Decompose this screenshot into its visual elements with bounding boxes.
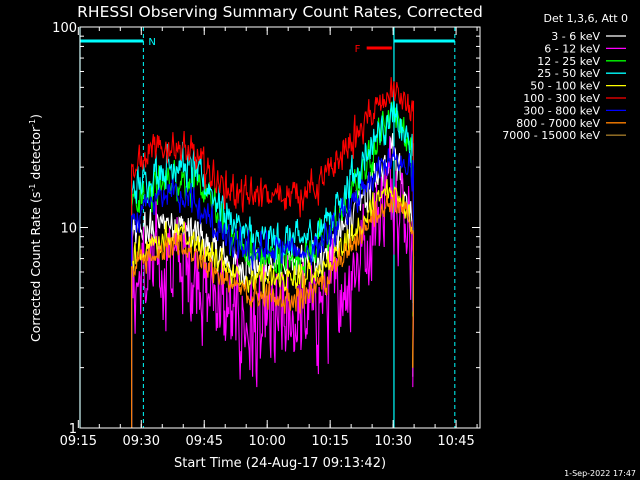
x-axis-label: Start Time (24-Aug-17 09:13:42) [174, 456, 386, 471]
flare-label: F [355, 44, 361, 55]
series-line-7 [131, 189, 415, 428]
legend-label-3: 25 - 50 keV [537, 67, 600, 80]
legend-label-2: 12 - 25 keV [537, 55, 600, 68]
x-tick-label: 09:15 [60, 434, 97, 449]
data-layer: NF [79, 27, 456, 428]
axes: 1 10 100 09:15 09:30 09:45 10:00 10:15 10:30 10:4… [52, 21, 481, 449]
y-label-part3: ) [28, 114, 43, 119]
x-tick-label: 10:45 [437, 434, 474, 449]
x-tick-label: 09:45 [186, 434, 223, 449]
legend-label-4: 50 - 100 keV [530, 80, 600, 93]
y-tick-label: 1 [69, 422, 77, 437]
x-tick-label: 10:30 [374, 434, 411, 449]
y-label-part2: detector [28, 126, 43, 184]
chart-title: RHESSI Observing Summary Count Rates, Co… [77, 3, 483, 21]
y-label-part1: Corrected Count Rate (s [28, 192, 43, 342]
series-line-5 [131, 77, 415, 428]
series-line-0 [131, 133, 415, 428]
legend-label-5: 100 - 300 keV [523, 92, 600, 105]
legend-label-6: 300 - 800 keV [523, 104, 600, 117]
y-tick-label: 100 [52, 21, 77, 36]
interval-label-0: N [148, 37, 155, 48]
y-label-sup2: -1 [28, 119, 37, 127]
x-tick-label: 09:30 [123, 434, 160, 449]
legend-label-8: 7000 - 15000 keV [502, 129, 600, 142]
timestamp: 1-Sep-2022 17:47 [564, 469, 636, 478]
y-axis-label: Corrected Count Rate (s-1 detector-1) [28, 114, 43, 342]
x-tick-label: 10:00 [248, 434, 285, 449]
legend-label-1: 6 - 12 keV [544, 42, 600, 55]
series-line-4 [131, 179, 415, 428]
series-line-3 [131, 95, 415, 428]
legend-label-0: 3 - 6 keV [551, 30, 600, 43]
series-line-6 [131, 146, 415, 428]
x-tick-label: 10:15 [311, 434, 348, 449]
y-label-sup1: -1 [28, 184, 37, 192]
legend-title: Det 1,3,6, Att 0 [544, 12, 628, 25]
legend-label-7: 800 - 7000 keV [516, 117, 600, 130]
y-tick-label: 10 [60, 222, 77, 237]
